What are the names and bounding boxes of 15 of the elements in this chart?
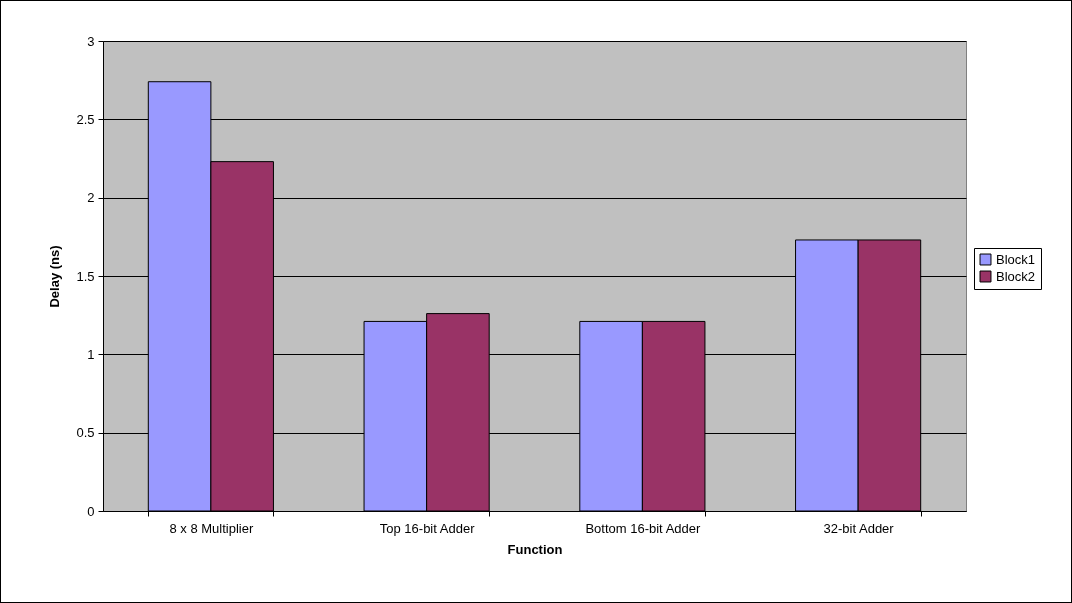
x-tick-label: Top 16-bit Adder <box>379 520 476 536</box>
y-tick-label: 0.5 <box>76 425 95 441</box>
legend-label: Block1 <box>996 251 1036 267</box>
x-axis-title: Function <box>507 541 563 557</box>
legend-label: Block2 <box>996 268 1036 284</box>
y-tick-label: 0 <box>87 503 95 519</box>
y-tick-label: 1 <box>87 346 95 362</box>
y-tick-label: 2 <box>87 190 95 206</box>
x-tick-label: Bottom 16-bit Adder <box>585 520 701 536</box>
y-tick-label: 1.5 <box>76 268 95 284</box>
y-tick-label: 2.5 <box>76 111 95 127</box>
y-tick-label: 3 <box>87 33 95 49</box>
x-tick-label: 8 x 8 Multiplier <box>169 520 254 536</box>
x-tick-label: 32-bit Adder <box>823 520 895 536</box>
y-axis-title: Delay (ns) <box>47 245 63 308</box>
